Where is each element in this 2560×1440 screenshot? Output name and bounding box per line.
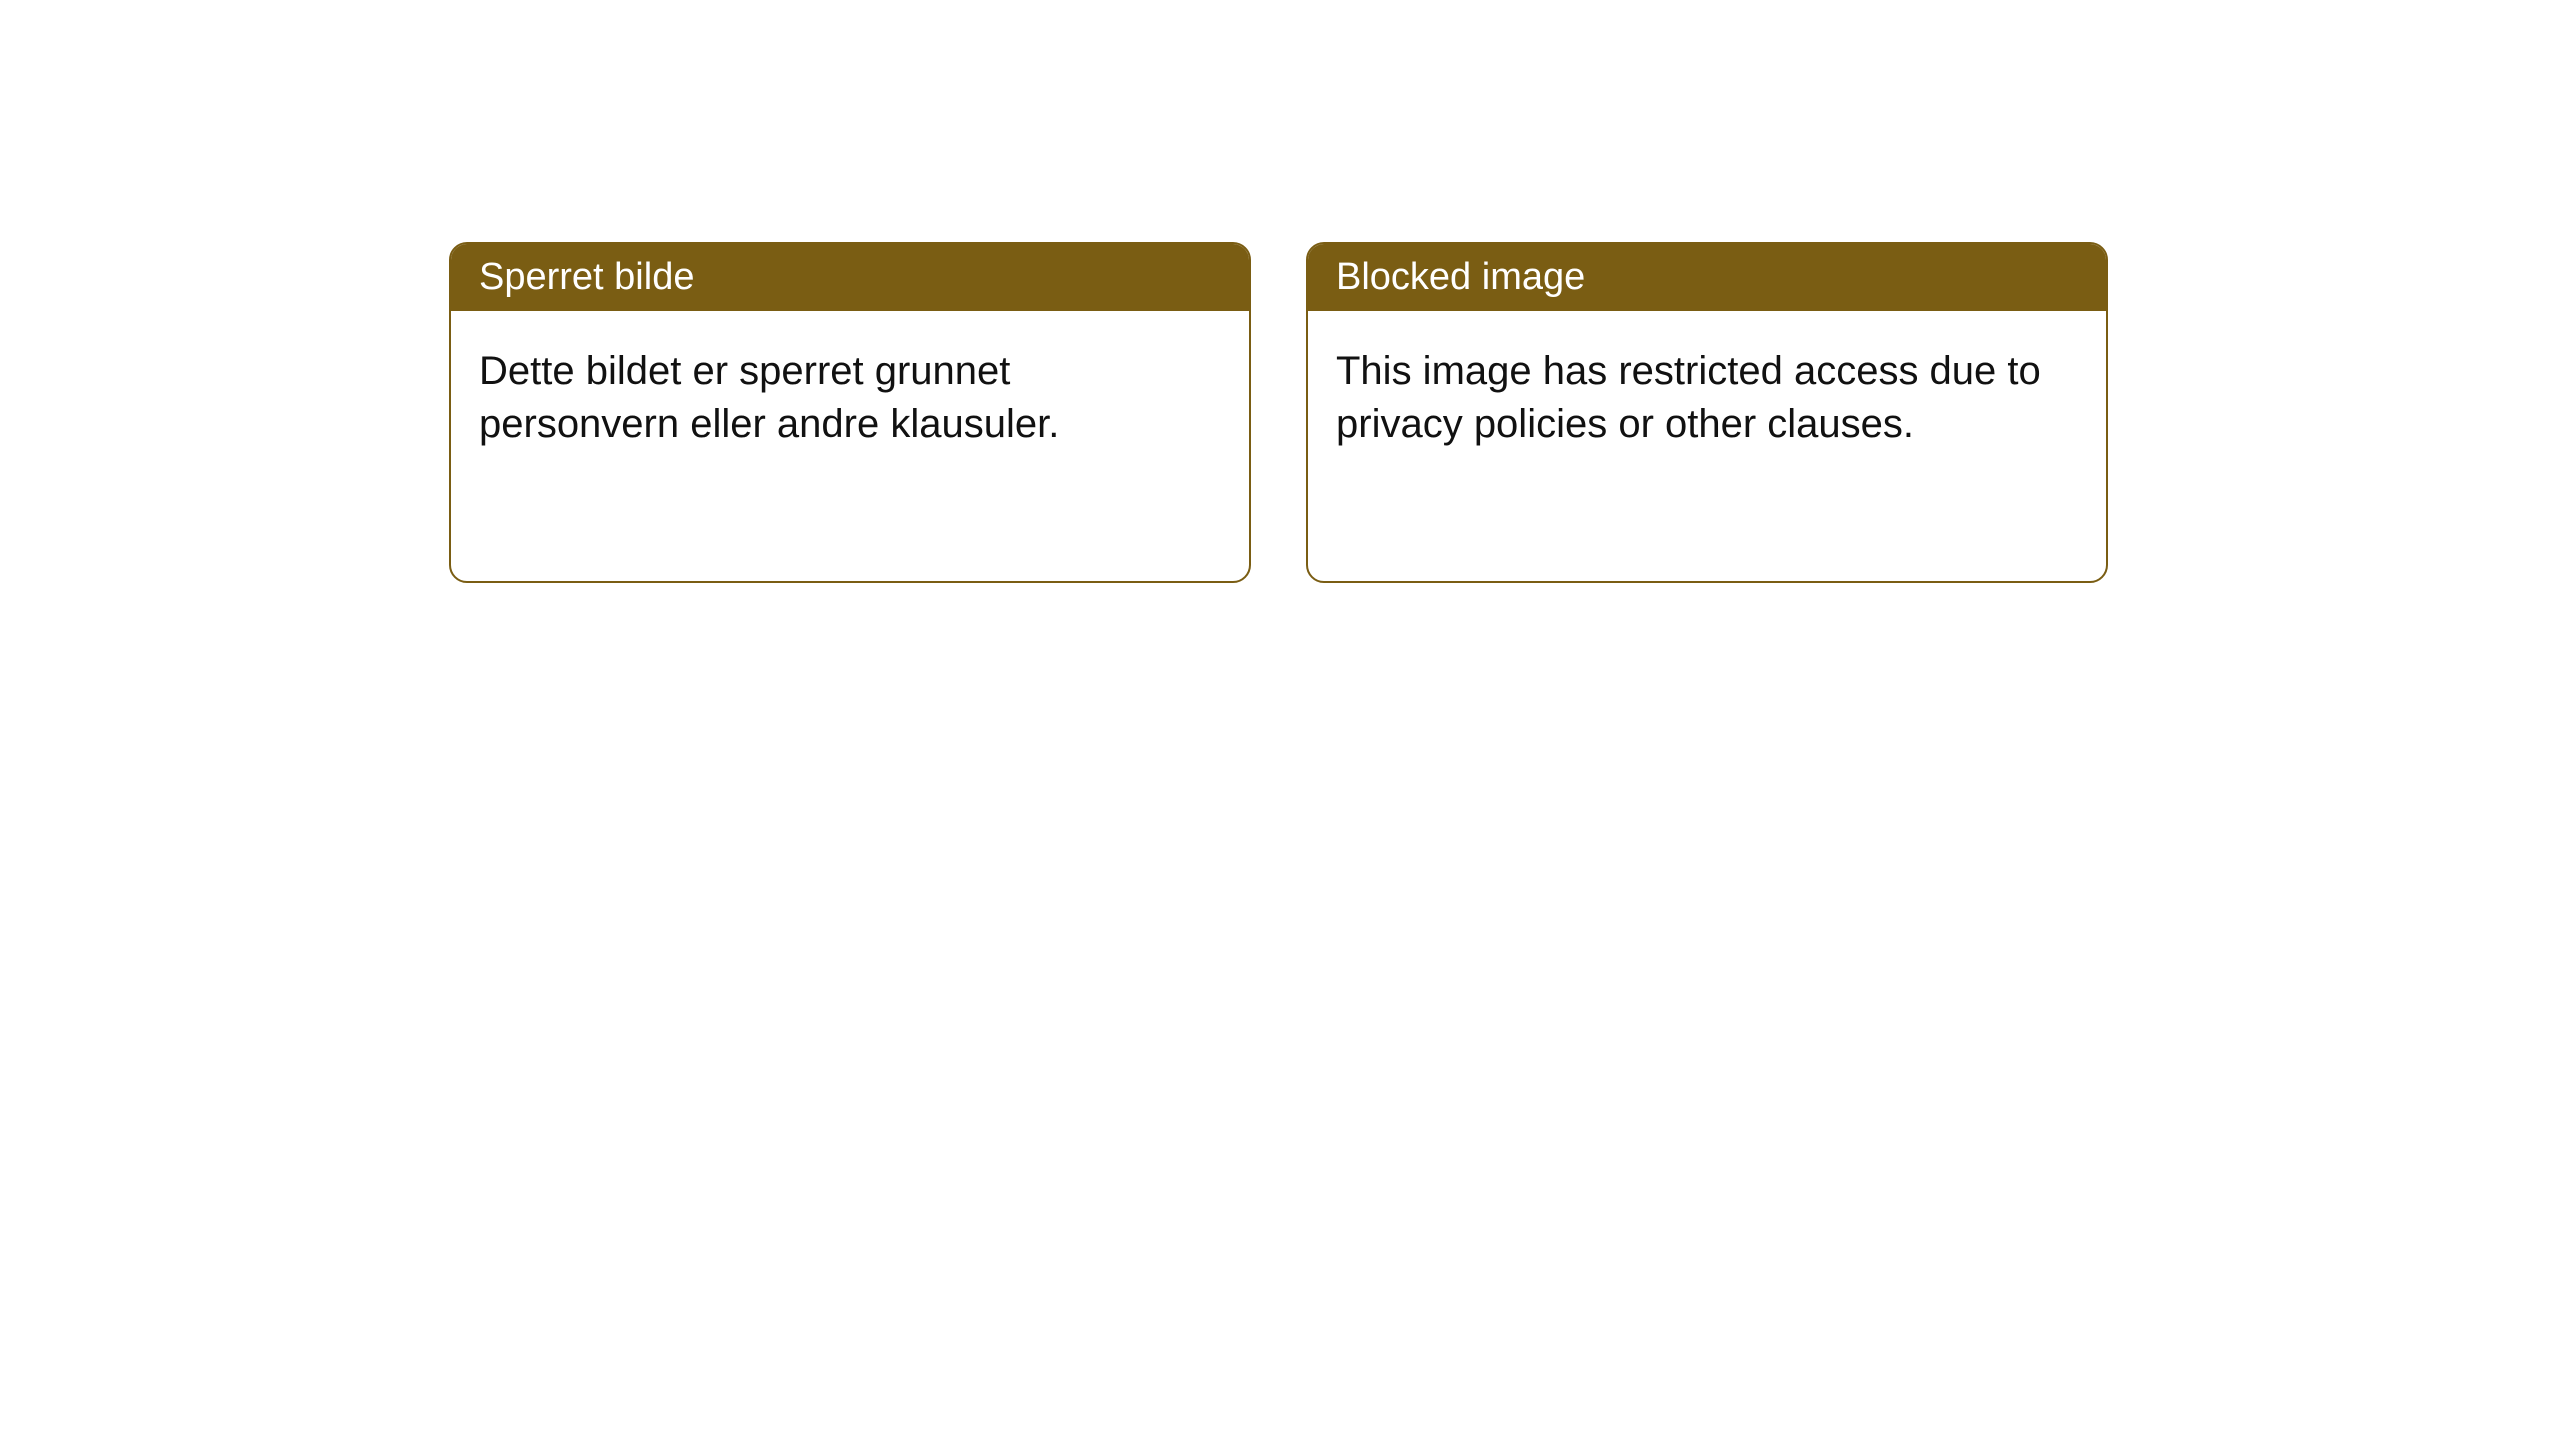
notice-body-text: This image has restricted access due to … [1336, 349, 2041, 446]
notice-title: Sperret bilde [479, 256, 694, 298]
notice-body: This image has restricted access due to … [1308, 311, 2106, 581]
notice-title: Blocked image [1336, 256, 1585, 298]
notice-container: Sperret bilde Dette bildet er sperret gr… [449, 242, 2108, 583]
notice-header: Blocked image [1308, 244, 2106, 311]
notice-header: Sperret bilde [451, 244, 1249, 311]
notice-body-text: Dette bildet er sperret grunnet personve… [479, 349, 1059, 446]
notice-body: Dette bildet er sperret grunnet personve… [451, 311, 1249, 581]
notice-card-norwegian: Sperret bilde Dette bildet er sperret gr… [449, 242, 1251, 583]
notice-card-english: Blocked image This image has restricted … [1306, 242, 2108, 583]
